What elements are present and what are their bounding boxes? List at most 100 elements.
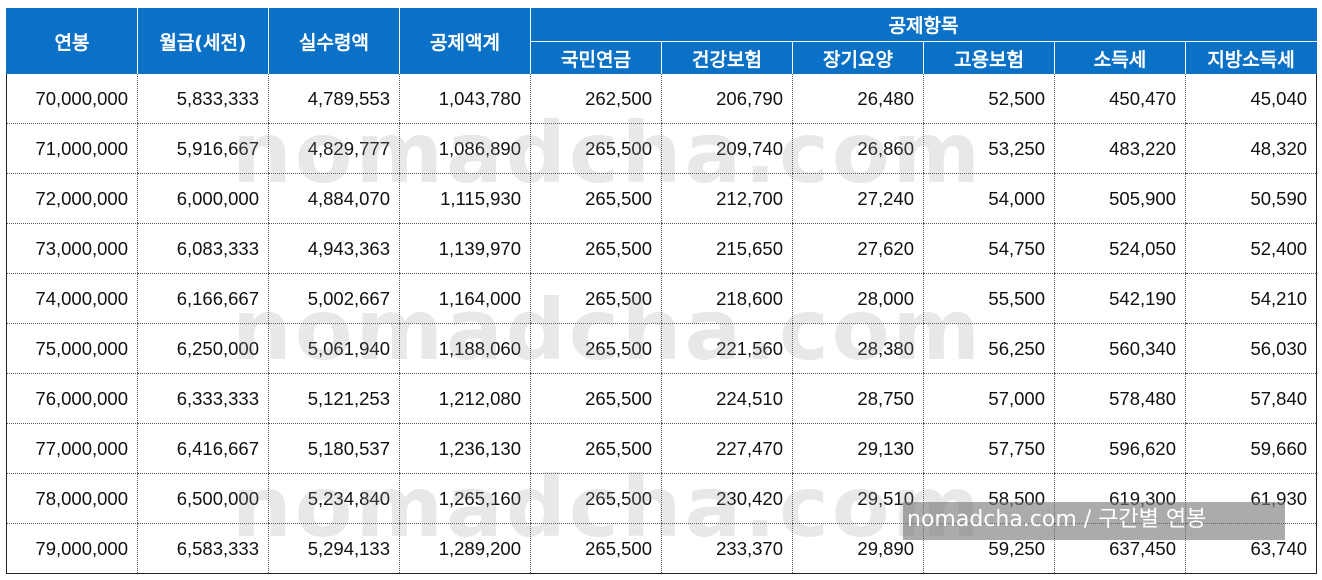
long-term-care-cell: 29,130	[792, 423, 924, 474]
deduction-total-cell: 1,265,160	[399, 473, 531, 524]
income-tax-cell: 637,450	[1054, 523, 1186, 574]
deduction-total-cell: 1,212,080	[399, 373, 531, 424]
health-insurance-cell: 233,370	[661, 523, 793, 574]
long-term-care-cell: 26,480	[792, 74, 924, 124]
long-term-care-cell: 27,240	[792, 173, 924, 224]
income-tax-cell: 560,340	[1054, 323, 1186, 374]
long-term-care-cell: 28,750	[792, 373, 924, 424]
table-row: 77,000,000 6,416,667 5,180,537 1,236,130 265…	[6, 423, 1318, 474]
health-insurance-cell: 227,470	[661, 423, 793, 474]
income-tax-cell: 542,190	[1054, 273, 1186, 324]
national-pension-cell: 262,500	[530, 74, 662, 124]
health-insurance-cell: 212,700	[661, 173, 793, 224]
net-pay-cell: 5,061,940	[268, 323, 400, 374]
health-insurance-cell: 209,740	[661, 123, 793, 174]
employment-insurance-cell: 54,750	[923, 223, 1055, 274]
deduction-total-cell: 1,164,000	[399, 273, 531, 324]
income-tax-cell: 524,050	[1054, 223, 1186, 274]
header-employment-insurance: 고용보험	[923, 41, 1055, 74]
employment-insurance-cell: 53,250	[923, 123, 1055, 174]
net-pay-cell: 4,829,777	[268, 123, 400, 174]
net-pay-cell: 4,943,363	[268, 223, 400, 274]
employment-insurance-cell: 52,500	[923, 74, 1055, 124]
income-tax-cell: 483,220	[1054, 123, 1186, 174]
monthly-cell: 5,833,333	[137, 74, 269, 124]
salary-cell: 79,000,000	[6, 523, 138, 574]
salary-cell: 74,000,000	[6, 273, 138, 324]
long-term-care-cell: 29,510	[792, 473, 924, 524]
table-row: 78,000,000 6,500,000 5,234,840 1,265,160 265…	[6, 473, 1318, 524]
long-term-care-cell: 29,890	[792, 523, 924, 574]
local-income-tax-cell: 50,590	[1184, 173, 1318, 224]
table-row: 70,000,000 5,833,333 4,789,553 1,043,780 262…	[6, 74, 1318, 124]
deduction-total-cell: 1,043,780	[399, 74, 531, 124]
table-row: 74,000,000 6,166,667 5,002,667 1,164,000 265…	[6, 273, 1318, 324]
header-monthly: 월급(세전)	[137, 8, 269, 74]
monthly-cell: 5,916,667	[137, 123, 269, 174]
salary-table-container: 연봉 월급(세전) 실수령액 공제액계 공제항목 국민연금 건강보험 장기요양 …	[6, 8, 1318, 576]
table-body: 70,000,000 5,833,333 4,789,553 1,043,780 262…	[6, 74, 1318, 574]
national-pension-cell: 265,500	[530, 423, 662, 474]
deduction-total-cell: 1,188,060	[399, 323, 531, 374]
monthly-cell: 6,583,333	[137, 523, 269, 574]
deduction-total-cell: 1,289,200	[399, 523, 531, 574]
local-income-tax-cell: 48,320	[1184, 123, 1318, 174]
salary-cell: 70,000,000	[6, 74, 138, 124]
header-long-term-care: 장기요양	[792, 41, 924, 74]
net-pay-cell: 5,121,253	[268, 373, 400, 424]
local-income-tax-cell: 63,740	[1184, 523, 1318, 574]
local-income-tax-cell: 59,660	[1184, 423, 1318, 474]
long-term-care-cell: 26,860	[792, 123, 924, 174]
table-row: 79,000,000 6,583,333 5,294,133 1,289,200 265…	[6, 523, 1318, 574]
salary-cell: 71,000,000	[6, 123, 138, 174]
long-term-care-cell: 28,000	[792, 273, 924, 324]
header-net: 실수령액	[268, 8, 400, 74]
net-pay-cell: 5,002,667	[268, 273, 400, 324]
table-row: 75,000,000 6,250,000 5,061,940 1,188,060 265…	[6, 323, 1318, 374]
national-pension-cell: 265,500	[530, 173, 662, 224]
income-tax-cell: 450,470	[1054, 74, 1186, 124]
local-income-tax-cell: 54,210	[1184, 273, 1318, 324]
table-row: 72,000,000 6,000,000 4,884,070 1,115,930 265…	[6, 173, 1318, 224]
net-pay-cell: 5,180,537	[268, 423, 400, 474]
deduction-total-cell: 1,236,130	[399, 423, 531, 474]
local-income-tax-cell: 45,040	[1184, 74, 1318, 124]
local-income-tax-cell: 52,400	[1184, 223, 1318, 274]
national-pension-cell: 265,500	[530, 373, 662, 424]
header-deduction-total: 공제액계	[399, 8, 531, 74]
salary-net-pay-table: 연봉 월급(세전) 실수령액 공제액계 공제항목 국민연금 건강보험 장기요양 …	[6, 8, 1318, 574]
employment-insurance-cell: 57,000	[923, 373, 1055, 424]
health-insurance-cell: 221,560	[661, 323, 793, 374]
header-income-tax: 소득세	[1054, 41, 1186, 74]
monthly-cell: 6,500,000	[137, 473, 269, 524]
header-national-pension: 국민연금	[530, 41, 662, 74]
income-tax-cell: 505,900	[1054, 173, 1186, 224]
health-insurance-cell: 215,650	[661, 223, 793, 274]
monthly-cell: 6,416,667	[137, 423, 269, 474]
table-row: 76,000,000 6,333,333 5,121,253 1,212,080 265…	[6, 373, 1318, 424]
income-tax-cell: 596,620	[1054, 423, 1186, 474]
salary-cell: 76,000,000	[6, 373, 138, 424]
income-tax-cell: 578,480	[1054, 373, 1186, 424]
deduction-total-cell: 1,139,970	[399, 223, 531, 274]
table-row: 71,000,000 5,916,667 4,829,777 1,086,890 265…	[6, 123, 1318, 174]
table-row: 73,000,000 6,083,333 4,943,363 1,139,970 265…	[6, 223, 1318, 274]
monthly-cell: 6,250,000	[137, 323, 269, 374]
health-insurance-cell: 206,790	[661, 74, 793, 124]
monthly-cell: 6,333,333	[137, 373, 269, 424]
employment-insurance-cell: 55,500	[923, 273, 1055, 324]
monthly-cell: 6,000,000	[137, 173, 269, 224]
salary-cell: 75,000,000	[6, 323, 138, 374]
local-income-tax-cell: 57,840	[1184, 373, 1318, 424]
deduction-total-cell: 1,086,890	[399, 123, 531, 174]
national-pension-cell: 265,500	[530, 473, 662, 524]
net-pay-cell: 4,884,070	[268, 173, 400, 224]
local-income-tax-cell: 56,030	[1184, 323, 1318, 374]
header-health-insurance: 건강보험	[661, 41, 793, 74]
employment-insurance-cell: 59,250	[923, 523, 1055, 574]
header-deduction-group: 공제항목	[529, 8, 1318, 42]
long-term-care-cell: 27,620	[792, 223, 924, 274]
national-pension-cell: 265,500	[530, 273, 662, 324]
health-insurance-cell: 224,510	[661, 373, 793, 424]
salary-cell: 78,000,000	[6, 473, 138, 524]
